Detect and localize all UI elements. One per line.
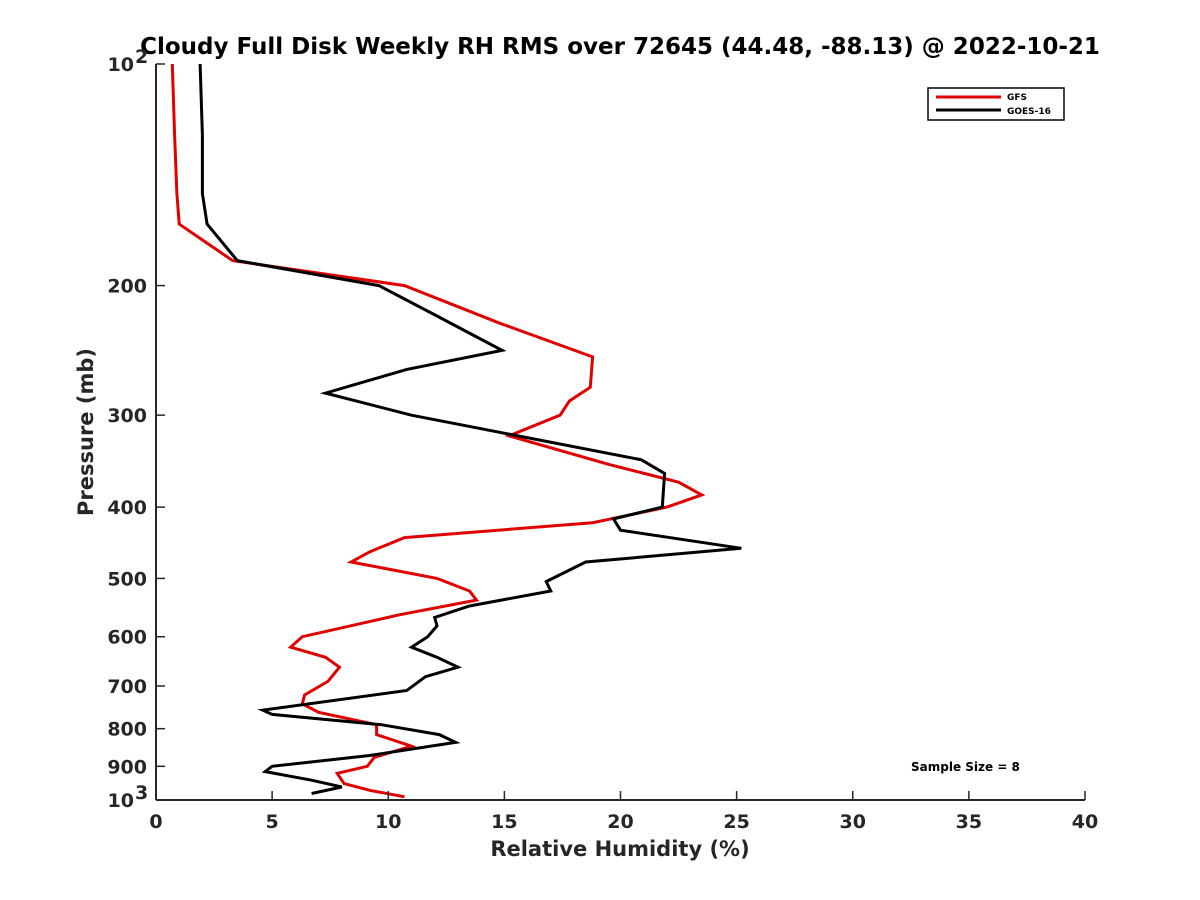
y-tick-label: 900 bbox=[107, 756, 147, 778]
y-axis-label: Pressure (mb) bbox=[74, 348, 98, 516]
x-tick-label: 5 bbox=[266, 811, 279, 833]
y-tick-label: 10 bbox=[108, 54, 134, 76]
x-ticks: 0 5 10 15 20 25 30 35 40 bbox=[149, 791, 1098, 833]
y-tick-exponent: 2 bbox=[135, 46, 148, 68]
legend: GFS GOES-16 bbox=[927, 87, 1065, 121]
x-tick-label: 30 bbox=[840, 811, 866, 833]
y-tick-label: 700 bbox=[107, 676, 147, 698]
chart-title: Cloudy Full Disk Weekly RH RMS over 7264… bbox=[140, 34, 1100, 60]
x-tick-label: 35 bbox=[956, 811, 982, 833]
x-axis-label: Relative Humidity (%) bbox=[490, 837, 749, 861]
y-tick-label: 200 bbox=[107, 276, 147, 298]
legend-box bbox=[927, 87, 1065, 121]
y-tick-label: 500 bbox=[107, 568, 147, 590]
x-tick-label: 20 bbox=[607, 811, 633, 833]
x-tick-label: 40 bbox=[1072, 811, 1098, 833]
y-tick-label: 300 bbox=[107, 405, 147, 427]
y-tick-label: 600 bbox=[107, 627, 147, 649]
legend-label-goes16: GOES-16 bbox=[1007, 107, 1051, 117]
y-tick-label: 800 bbox=[107, 719, 147, 741]
x-tick-label: 25 bbox=[723, 811, 749, 833]
x-tick-label: 15 bbox=[491, 811, 517, 833]
sample-size-annotation: Sample Size = 8 bbox=[911, 760, 1020, 774]
x-tick-label: 0 bbox=[149, 811, 162, 833]
y-tick-label: 10 bbox=[108, 790, 134, 812]
x-tick-label: 10 bbox=[375, 811, 401, 833]
y-tick-exponent: 3 bbox=[135, 782, 148, 804]
legend-label-gfs: GFS bbox=[1007, 93, 1027, 103]
series-line-goes16 bbox=[198, 63, 742, 795]
series-line-gfs bbox=[170, 63, 706, 799]
y-tick-label: 400 bbox=[107, 497, 147, 519]
plot-lines bbox=[170, 63, 742, 799]
